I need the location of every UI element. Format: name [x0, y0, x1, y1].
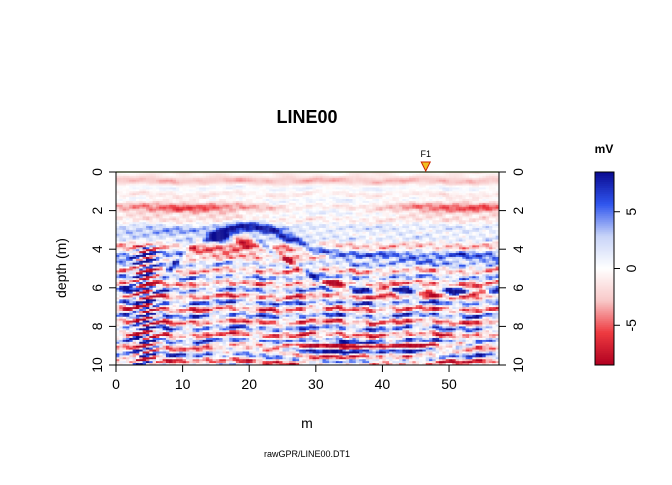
- chart-title: LINE00: [276, 107, 337, 127]
